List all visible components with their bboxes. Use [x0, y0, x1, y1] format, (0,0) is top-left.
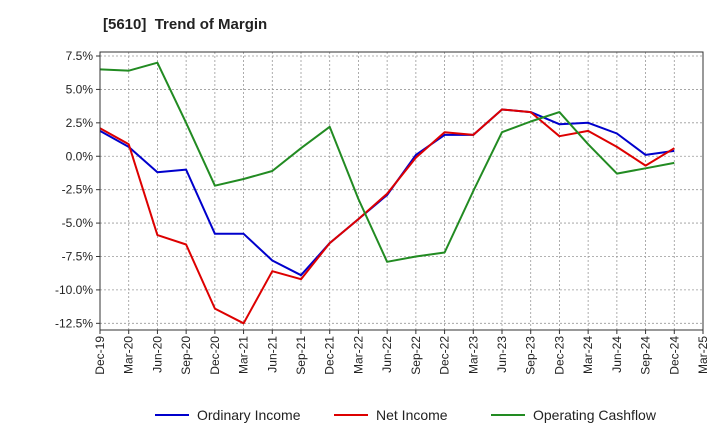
x-tick-label: Sep-24: [639, 336, 653, 375]
grid-layer: [100, 52, 703, 330]
x-tick-label: Dec-20: [208, 336, 222, 375]
x-tick-label: Dec-22: [438, 336, 452, 375]
legend-swatch: [155, 414, 189, 416]
y-tick-label: -2.5%: [62, 183, 94, 197]
legend-swatch: [491, 414, 525, 416]
legend-label: Operating Cashflow: [533, 407, 656, 423]
y-tick-label: -12.5%: [55, 316, 93, 330]
legend-label: Net Income: [376, 407, 448, 423]
axis-layer: Dec-19 Mar-20 Jun-20 Sep-20 Dec-20 Mar-21 Jun-…: [55, 49, 710, 375]
y-tick-label: -7.5%: [62, 249, 94, 263]
y-tick-label: -10.0%: [55, 283, 93, 297]
legend-item: Ordinary Income: [155, 404, 300, 426]
series-line-operating-cashflow: [99, 61, 675, 263]
plot-frame: [99, 51, 704, 331]
legend-label: Ordinary Income: [197, 407, 301, 423]
legend: Ordinary Income Net Income Operating Cashf…: [0, 404, 720, 426]
x-tick-label: Sep-21: [294, 336, 308, 375]
x-tick-label: Dec-19: [93, 336, 107, 375]
y-tick-label: 2.5%: [66, 116, 94, 130]
chart-title: [5610] Trend of Margin: [103, 16, 268, 33]
x-tick-label: Mar-23: [466, 336, 480, 374]
x-tick-label: Jun-22: [380, 336, 394, 373]
x-tick-label: Dec-24: [667, 336, 681, 375]
x-tick-label: Sep-23: [524, 336, 538, 375]
x-tick-label: Jun-20: [150, 336, 164, 373]
x-tick-label: Jun-23: [495, 336, 509, 373]
x-tick-label: Mar-21: [237, 336, 251, 374]
legend-item: Net Income: [334, 404, 448, 426]
y-tick-label: -5.0%: [62, 216, 94, 230]
legend-swatch: [334, 414, 368, 416]
x-tick-label: Sep-22: [409, 336, 423, 375]
y-tick-label: 7.5%: [66, 49, 94, 63]
series-layer: [99, 61, 675, 325]
x-tick-label: Jun-21: [265, 336, 279, 373]
x-tick-label: Mar-20: [122, 336, 136, 374]
x-tick-label: Jun-24: [610, 336, 624, 373]
x-tick-label: Mar-22: [351, 336, 365, 374]
y-tick-label: 5.0%: [66, 82, 94, 96]
x-tick-label: Mar-24: [581, 336, 595, 374]
x-tick-label: Dec-21: [323, 336, 337, 375]
y-tick-label: 0.0%: [66, 149, 94, 163]
x-tick-label: Sep-20: [179, 336, 193, 375]
x-tick-label: Dec-23: [552, 336, 566, 375]
x-tick-label: Mar-25: [696, 336, 710, 374]
legend-item: Operating Cashflow: [491, 404, 656, 426]
